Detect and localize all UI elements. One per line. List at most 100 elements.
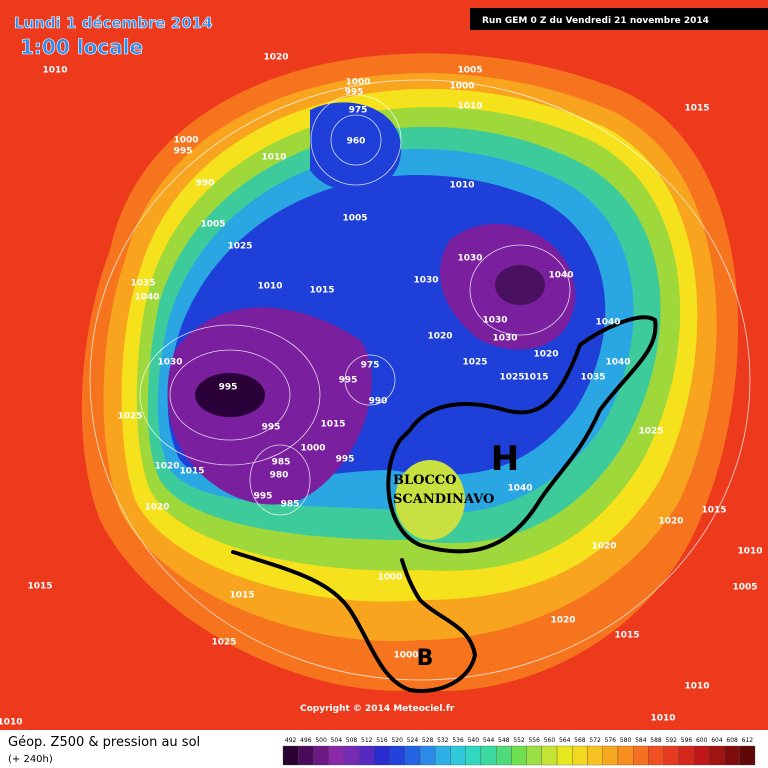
scale-swatch: [328, 745, 345, 766]
isobar-label: 995: [345, 88, 364, 98]
isobar-label: 1015: [523, 373, 548, 383]
isobar-label: 1020: [144, 503, 169, 513]
isobar-label: 1030: [457, 254, 482, 264]
header: Lundi 1 décembre 2014 1:00 locale Run GE…: [14, 8, 768, 59]
isobar-label: 1015: [701, 506, 726, 516]
isobar-label: 1020: [533, 350, 558, 360]
isobar-label: 960: [347, 137, 366, 147]
lead-time: (+ 240h): [8, 754, 53, 765]
isobar-label: 1020: [263, 53, 288, 63]
isobar-label: 1040: [548, 271, 573, 281]
isobar-label: 1015: [320, 420, 345, 430]
isobar-label: 995: [262, 423, 281, 433]
isobar-label: 1030: [492, 334, 517, 344]
scale-label: 592: [666, 737, 678, 744]
isobar-label: 1015: [179, 467, 204, 477]
scale-swatch: [496, 745, 512, 766]
scale-label: 548: [498, 737, 510, 744]
isobar-label: 1000: [300, 444, 325, 454]
scale-swatch: [480, 745, 497, 766]
isobar-label: 1010: [457, 102, 482, 112]
scale-swatch: [419, 745, 436, 766]
copyright: Copyright © 2014 Meteociel.fr: [300, 704, 455, 714]
isobar-label: 1010: [0, 718, 23, 728]
isobar-label: 1010: [449, 181, 474, 191]
scale-label: 512: [361, 737, 373, 744]
scale-label: 584: [635, 737, 647, 744]
isobar-label: 1020: [427, 332, 452, 342]
scale-swatch: [617, 745, 634, 766]
isobar-label: 995: [219, 383, 238, 393]
scale-swatch: [739, 745, 756, 766]
scale-label: 524: [407, 737, 419, 744]
scale-label: 556: [528, 737, 540, 744]
isobar-label: 1035: [580, 373, 605, 383]
isobar-label: 995: [336, 455, 355, 465]
scale-label: 504: [331, 737, 343, 744]
scale-swatch: [602, 745, 619, 766]
isobar-label: 1000: [173, 136, 198, 146]
scale-swatch: [282, 745, 299, 766]
scale-label: 492: [285, 737, 297, 744]
scale-swatch: [724, 745, 740, 766]
scale-swatch: [465, 745, 482, 766]
isobar-label: 995: [339, 376, 358, 386]
isobar-label: 1020: [591, 542, 616, 552]
scale-swatch: [374, 745, 390, 766]
isobar-label: 1020: [658, 517, 683, 527]
isobar-label: 1010: [261, 153, 286, 163]
isobar-label: 1000: [393, 651, 418, 661]
scale-swatch: [511, 745, 527, 766]
scale-swatch: [633, 745, 649, 766]
isobar-label: 990: [196, 179, 215, 189]
run-info: Run GEM 0 Z du Vendredi 21 novembre 2014: [482, 16, 709, 26]
scale-label: 528: [422, 737, 434, 744]
scale-swatch: [663, 745, 680, 766]
scale-label: 516: [376, 737, 388, 744]
scale-label: 560: [544, 737, 556, 744]
scale-swatch: [541, 745, 558, 766]
isobar-label: 1005: [342, 214, 367, 224]
isobar-label: 985: [281, 500, 300, 510]
isobar-label: 1015: [614, 631, 639, 641]
isobar-label: 1035: [130, 279, 155, 289]
scale-swatch: [648, 745, 664, 766]
isobar-label: 1025: [227, 242, 252, 252]
scale-swatch: [298, 745, 314, 766]
high-marker: H: [491, 439, 519, 479]
isobar-label: 1015: [309, 286, 334, 296]
scale-label: 604: [711, 737, 723, 744]
scale-swatch: [526, 745, 542, 766]
scale-label: 612: [742, 737, 754, 744]
isobar-label: 980: [270, 471, 289, 481]
isobar-label: 1015: [27, 582, 52, 592]
isobar-label: 1005: [732, 583, 757, 593]
isobar-label: 1000: [449, 82, 474, 92]
scale-label: 580: [620, 737, 632, 744]
scale-label: 508: [346, 737, 358, 744]
isobar-label: 1040: [595, 318, 620, 328]
scale-swatch: [572, 745, 588, 766]
isobar-label: 1005: [200, 220, 225, 230]
scale-label: 608: [726, 737, 738, 744]
isobar-label: 1030: [482, 316, 507, 326]
isobar-label: 995: [174, 147, 193, 157]
scale-label: 576: [605, 737, 617, 744]
date: Lundi 1 décembre 2014: [14, 14, 213, 32]
isobar-label: 1015: [684, 104, 709, 114]
scale-swatch: [389, 745, 405, 766]
field-title: Géop. Z500 & pression au sol: [8, 735, 200, 750]
scale-label: 540: [468, 737, 480, 744]
isobar-label: 1020: [154, 462, 179, 472]
isobar-label: 1030: [413, 276, 438, 286]
scale-swatch: [587, 745, 603, 766]
scale-swatch: [343, 745, 360, 766]
isobar-label: 1025: [117, 412, 142, 422]
scale-swatch: [693, 745, 710, 766]
map: H B BLOCCO SCANDINAVO 1010 1020 1005 1000 10…: [0, 0, 768, 730]
isobar-label: 1010: [684, 682, 709, 692]
isobar-label: 1000: [345, 78, 370, 88]
isobar-label: 995: [254, 492, 273, 502]
